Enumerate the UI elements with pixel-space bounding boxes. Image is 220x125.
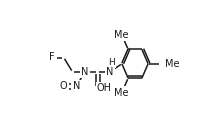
- Text: F: F: [49, 52, 55, 62]
- Text: N: N: [73, 81, 80, 91]
- Text: OH: OH: [97, 83, 112, 93]
- Text: H: H: [108, 58, 115, 67]
- Text: N: N: [81, 67, 89, 77]
- Text: Me: Me: [114, 30, 128, 40]
- Text: O: O: [60, 81, 68, 91]
- Text: Me: Me: [114, 88, 128, 98]
- Text: N: N: [106, 67, 114, 77]
- Text: Me: Me: [165, 59, 180, 69]
